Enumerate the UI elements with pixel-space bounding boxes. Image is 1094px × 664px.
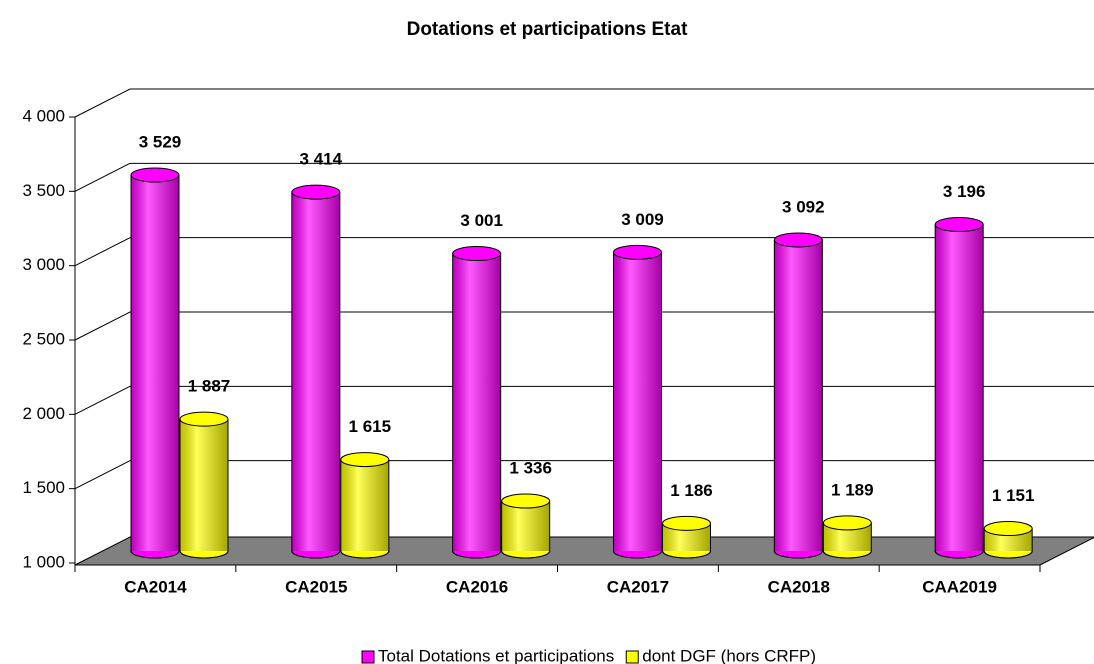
bar-shade bbox=[180, 419, 228, 551]
y-tick-label: 1 000 bbox=[22, 552, 65, 571]
bar-outline bbox=[452, 253, 502, 559]
grid-line bbox=[74, 460, 131, 490]
bar-shade bbox=[935, 224, 984, 551]
data-label: 3 196 bbox=[943, 182, 986, 201]
legend-swatch bbox=[625, 650, 639, 664]
bar-shade bbox=[291, 192, 340, 552]
bar-top bbox=[934, 217, 984, 233]
x-tick-label: CA2015 bbox=[285, 577, 347, 596]
y-tick-label: 2 000 bbox=[22, 404, 65, 423]
bar-outline bbox=[179, 419, 229, 559]
x-tick-label: CA2016 bbox=[446, 577, 508, 596]
bar-outline bbox=[662, 523, 711, 559]
bar-outline bbox=[613, 252, 662, 559]
y-tick-label: 4 000 bbox=[22, 106, 65, 125]
bar-top bbox=[773, 232, 823, 248]
chart-title: Dotations et participations Etat bbox=[407, 19, 688, 40]
bar-top bbox=[179, 411, 229, 427]
x-tick-label: CAA2019 bbox=[922, 577, 997, 596]
grid-line bbox=[74, 311, 131, 341]
bar-top bbox=[340, 452, 390, 468]
bar-outline bbox=[291, 192, 341, 559]
bar-top bbox=[130, 167, 180, 183]
bar-outline bbox=[340, 459, 390, 559]
data-label: 1 336 bbox=[509, 459, 552, 478]
data-label: 1 615 bbox=[349, 417, 392, 436]
bar-outline bbox=[934, 224, 984, 559]
data-label: 3 414 bbox=[300, 150, 343, 169]
bar-top bbox=[983, 521, 1033, 537]
bar-outline bbox=[773, 239, 823, 559]
bar-shade bbox=[774, 239, 823, 552]
legend-label: Total Dotations et participations bbox=[378, 646, 614, 664]
y-tick-label: 2 500 bbox=[22, 329, 65, 348]
x-tick-label: CA2018 bbox=[768, 577, 830, 596]
bar-shade bbox=[501, 501, 550, 551]
legend: Total Dotations et participations dont DG… bbox=[361, 646, 816, 664]
data-label: 1 189 bbox=[831, 480, 874, 499]
data-label: 3 001 bbox=[460, 211, 503, 230]
data-label: 3 529 bbox=[139, 133, 182, 152]
grid-line bbox=[74, 237, 131, 267]
bar-shade bbox=[613, 252, 662, 551]
bar-outline bbox=[822, 522, 872, 559]
bar-shade bbox=[340, 459, 389, 551]
x-tick-label: CA2014 bbox=[124, 577, 187, 596]
bar-top bbox=[291, 184, 341, 200]
data-label: 3 009 bbox=[621, 210, 664, 229]
data-label: 1 887 bbox=[188, 377, 231, 396]
bar-top bbox=[613, 244, 662, 260]
grid-line bbox=[74, 385, 131, 415]
bar-shade bbox=[131, 175, 179, 551]
legend-label: dont DGF (hors CRFP) bbox=[642, 646, 816, 664]
grid-line bbox=[74, 88, 131, 118]
bar-shade bbox=[452, 253, 501, 551]
bar-outline bbox=[130, 175, 180, 559]
y-tick-label: 1 500 bbox=[22, 478, 65, 497]
data-label: 1 151 bbox=[992, 486, 1035, 505]
x-tick-label: CA2017 bbox=[607, 577, 669, 596]
y-tick-label: 3 500 bbox=[22, 181, 65, 200]
bar-top bbox=[662, 515, 711, 531]
bar-top bbox=[452, 246, 502, 262]
bar-top bbox=[822, 515, 872, 531]
y-tick-label: 3 000 bbox=[22, 255, 65, 274]
data-label: 1 186 bbox=[670, 481, 713, 500]
legend-swatch bbox=[361, 650, 375, 664]
bar-outline bbox=[501, 501, 551, 559]
data-label: 3 092 bbox=[782, 197, 825, 216]
bar-outline bbox=[983, 528, 1033, 559]
grid-line bbox=[74, 162, 131, 192]
bar-top bbox=[501, 493, 551, 509]
